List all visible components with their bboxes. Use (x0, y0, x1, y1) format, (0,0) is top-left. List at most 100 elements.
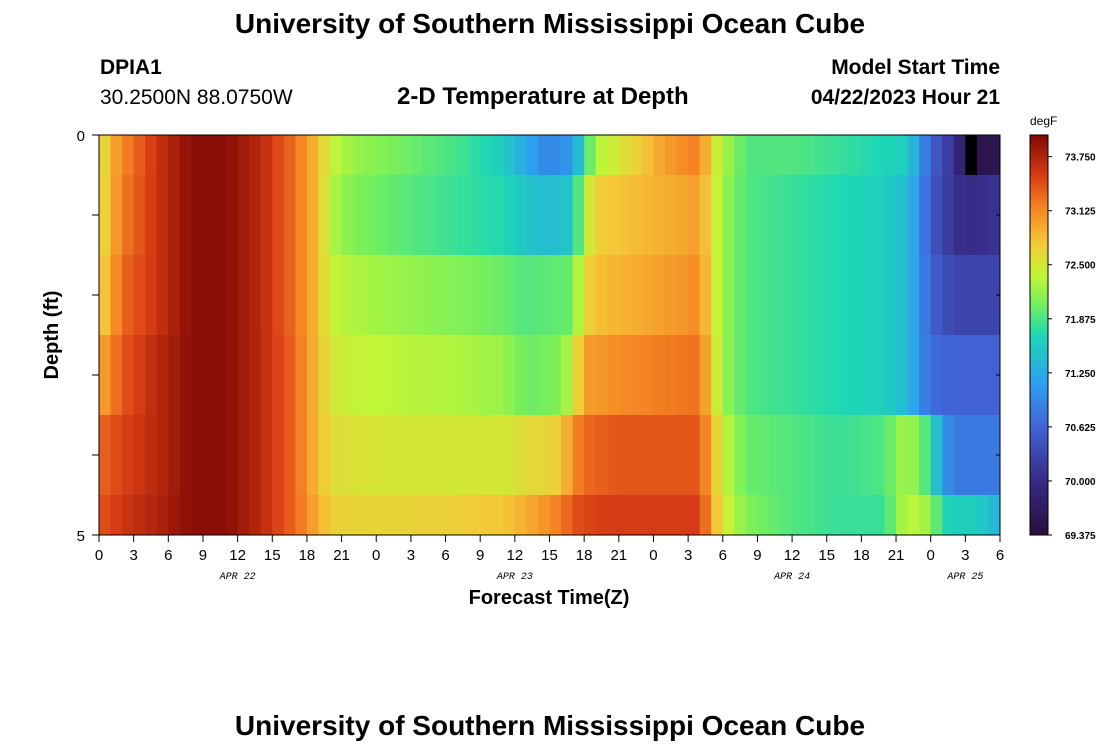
heatmap-cell-l3-h33 (480, 335, 493, 416)
heatmap-cell-l1-h38 (537, 175, 550, 256)
heatmap-cell-l0-h14 (260, 135, 273, 176)
heatmap-cell-l4-h16 (283, 415, 296, 496)
heatmap-cell-l2-h53 (711, 255, 724, 336)
heatmap-cell-l5-h10 (214, 495, 227, 536)
heatmap-cell-l5-h50 (676, 495, 689, 536)
heatmap-cell-l0-h46 (630, 135, 643, 176)
heatmap-cell-l2-h12 (237, 255, 250, 336)
heatmap-cell-l1-h40 (561, 175, 573, 256)
heatmap-cell-l0-h20 (330, 135, 342, 176)
heatmap-cell-l1-h31 (457, 175, 470, 256)
heatmap-cell-l1-h73 (942, 175, 955, 256)
heatmap-cell-l5-h44 (607, 495, 620, 536)
heatmap-cell-l1-h19 (318, 175, 331, 256)
heatmap-cell-l3-h46 (630, 335, 643, 416)
heatmap-cell-l5-h30 (445, 495, 458, 536)
heatmap-cell-l1-h39 (549, 175, 562, 256)
heatmap-cell-l0-h47 (641, 135, 654, 176)
heatmap-cell-l0-h39 (549, 135, 562, 176)
heatmap-cell-l1-h62 (815, 175, 828, 256)
heatmap-cell-l0-h33 (480, 135, 493, 176)
heatmap-cell-l0-h30 (445, 135, 458, 176)
heatmap-cell-l3-h37 (526, 335, 539, 416)
heatmap-cell-l5-h2 (122, 495, 135, 536)
heatmap-cell-l4-h31 (457, 415, 470, 496)
colorbar-tick-label: 73.750 (1065, 153, 1096, 164)
heatmap-cell-l0-h19 (318, 135, 331, 176)
heatmap-cell-l2-h67 (872, 255, 885, 336)
heatmap-cell-l2-h66 (861, 255, 874, 336)
heatmap-cell-l5-h71 (919, 495, 932, 536)
heatmap-cell-l1-h16 (283, 175, 296, 256)
heatmap-cell-l3-h70 (907, 335, 920, 416)
heatmap-cell-l1-h10 (214, 175, 227, 256)
heatmap-cell-l3-h41 (572, 335, 585, 416)
heatmap-cell-l4-h45 (618, 415, 631, 496)
heatmap-cell-l1-h45 (618, 175, 631, 256)
heatmap-cell-l0-h28 (422, 135, 435, 176)
heatmap-cell-l1-h37 (526, 175, 539, 256)
heatmap-cell-l0-h68 (884, 135, 897, 176)
heatmap-cell-l3-h57 (757, 335, 770, 416)
heatmap-cell-l3-h20 (330, 335, 342, 416)
heatmap-cell-l4-h48 (653, 415, 666, 496)
heatmap-cell-l5-h55 (734, 495, 747, 536)
heatmap-cell-l4-h60 (792, 415, 805, 496)
heatmap-cell-l5-h35 (503, 495, 516, 536)
heatmap-cell-l0-h49 (665, 135, 677, 176)
heatmap-cell-l3-h29 (433, 335, 446, 416)
heatmap-cell-l3-h74 (953, 335, 966, 416)
heatmap-cell-l4-h54 (722, 415, 735, 496)
heatmap-cell-l1-h52 (699, 175, 712, 256)
heatmap-cell-l4-h35 (503, 415, 516, 496)
heatmap-cell-l3-h40 (561, 335, 573, 416)
heatmap-cell-l3-h62 (815, 335, 828, 416)
colorbar: 73.750 73.125 72.500 71.875 71.250 70.625 70.0… (1029, 134, 1096, 542)
heatmap-cell-l2-h40 (561, 255, 573, 336)
heatmap-cell-l2-h62 (815, 255, 828, 336)
heatmap-cell-l4-h17 (295, 415, 308, 496)
heatmap-cell-l3-h77 (988, 335, 1001, 416)
heatmap-cell-l2-h65 (849, 255, 862, 336)
heatmap-cell-l3-h51 (688, 335, 701, 416)
heatmap-cell-l0-h18 (306, 135, 319, 176)
heatmap-cell-l4-h10 (214, 415, 227, 496)
heatmap-cell-l1-h36 (514, 175, 527, 256)
heatmap-cell-l2-h20 (330, 255, 342, 336)
heatmap-cell-l5-h26 (399, 495, 412, 536)
heatmap-cell-l5-h22 (353, 495, 366, 536)
heatmap-cell-l2-h51 (688, 255, 701, 336)
heatmap-cell-l5-h45 (618, 495, 631, 536)
heatmap-cell-l4-h9 (202, 415, 215, 496)
heatmap-cell-l2-h1 (110, 255, 123, 336)
heatmap-cell-l1-h27 (410, 175, 423, 256)
heatmap-cell-l0-h17 (295, 135, 308, 176)
colorbar-tick-label: 71.250 (1065, 369, 1096, 380)
heatmap-cell-l5-h70 (907, 495, 920, 536)
heatmap-cell-l3-h73 (942, 335, 955, 416)
heatmap-cell-l1-h58 (768, 175, 781, 256)
heatmap-cell-l4-h24 (376, 415, 389, 496)
heatmap-cell-l2-h47 (641, 255, 654, 336)
heatmap-cell-l1-h22 (353, 175, 366, 256)
heatmap-cell-l2-h3 (133, 255, 146, 336)
date-label: APR 25 (946, 572, 983, 583)
heatmap-cell-l0-h72 (930, 135, 943, 176)
heatmap-cell-l5-h16 (283, 495, 296, 536)
heatmap-cell-l2-h24 (376, 255, 389, 336)
x-axis-label: Forecast Time(Z) (469, 587, 630, 609)
heatmap-cell-l0-h56 (745, 135, 758, 176)
heatmap-cell-l3-h49 (665, 335, 677, 416)
heatmap-cell-l4-h75 (965, 415, 978, 496)
heatmap-cell-l0-h40 (561, 135, 573, 176)
heatmap-cell-l4-h25 (387, 415, 400, 496)
heatmap-cell-l2-h31 (457, 255, 470, 336)
heatmap-cell-l0-h45 (618, 135, 631, 176)
heatmap-cell-l4-h50 (676, 415, 689, 496)
heatmap-cell-l0-h24 (376, 135, 389, 176)
heatmap-cell-l5-h47 (641, 495, 654, 536)
heatmap-cell-l3-h22 (353, 335, 366, 416)
heatmap-cell-l3-h65 (849, 335, 862, 416)
heatmap-cell-l4-h38 (537, 415, 550, 496)
